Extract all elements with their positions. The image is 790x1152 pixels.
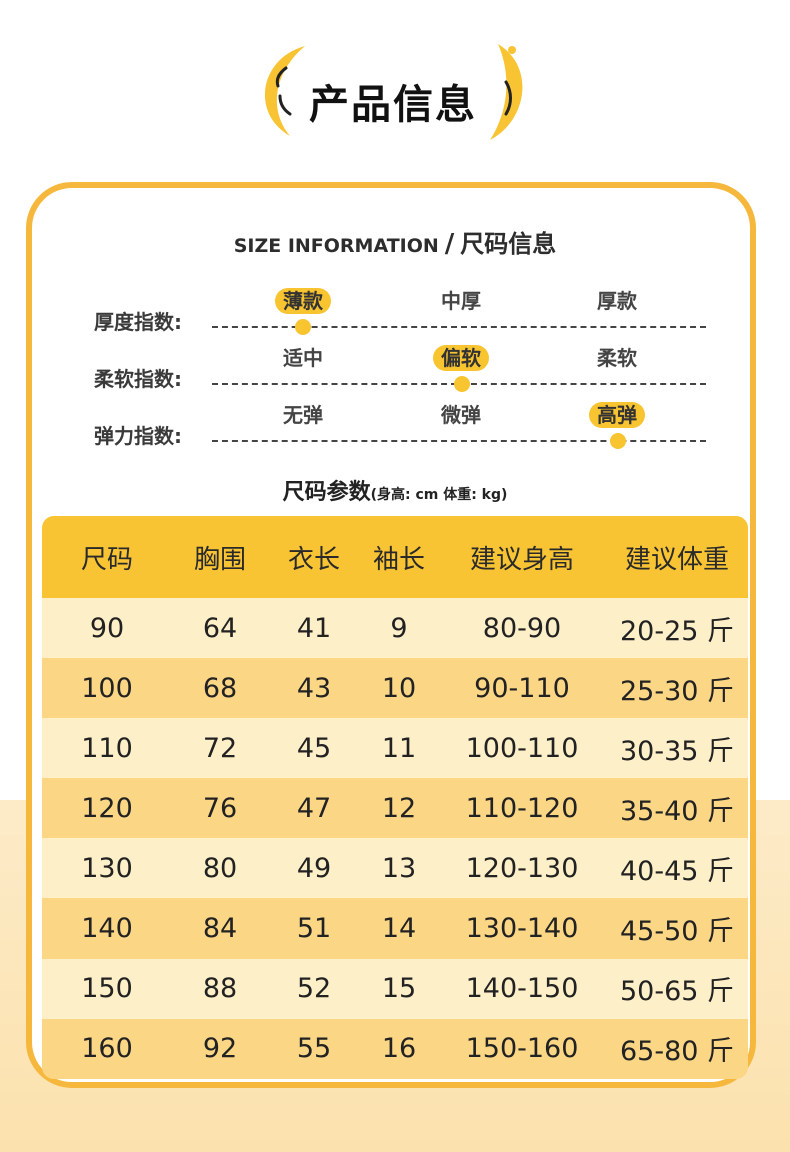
table-row: 90 64 41 9 80-90 20-25 斤 <box>42 598 748 659</box>
index-dashed-line <box>212 326 706 328</box>
table-cell: 47 <box>296 792 332 824</box>
table-cell: 45 <box>296 732 332 764</box>
table-cell: 80 <box>202 852 238 884</box>
table-cell: 90-110 <box>474 672 570 704</box>
table-row: 120 76 47 12 110-120 35-40 斤 <box>42 778 748 839</box>
table-cell: 100 <box>81 672 133 704</box>
table-cell: 64 <box>202 612 238 644</box>
title-badge: 产品信息 <box>250 38 530 148</box>
index-label: 柔软指数: <box>94 367 182 391</box>
table-row: 160 92 55 16 150-160 65-80 斤 <box>42 1018 748 1079</box>
table-cell: 49 <box>296 852 332 884</box>
table-cell: 100-110 <box>465 732 579 764</box>
table-cell: 40-45 斤 <box>619 855 735 887</box>
table-header-cell: 建议身高 <box>469 544 574 575</box>
table-cell: 16 <box>381 1033 417 1065</box>
table-body: 90 64 41 9 80-90 20-25 斤 100 68 43 10 90-110 25-30 … <box>42 598 748 1079</box>
moon-decoration-icon <box>264 44 523 140</box>
table-header-cell: 尺码 <box>80 544 133 575</box>
table-cell: 90 <box>89 612 125 644</box>
table-cell: 9 <box>390 612 408 644</box>
size-parameters-heading: 尺码参数(身高: cm 体重: kg) <box>0 474 790 506</box>
table-cell: 140 <box>81 913 133 945</box>
index-option: 柔软 <box>597 346 637 370</box>
table-cell: 11 <box>381 732 417 764</box>
elasticity-index-row: 弹力指数: 无弹 微弹 高弹 <box>0 400 790 460</box>
table-cell: 25-30 斤 <box>619 675 735 707</box>
softness-index-row: 柔软指数: 适中 偏软 柔软 <box>0 343 790 403</box>
table-cell: 30-35 斤 <box>619 735 735 767</box>
table-cell: 88 <box>202 973 238 1005</box>
index-marker-dot <box>295 319 311 335</box>
table-cell: 52 <box>296 973 332 1005</box>
params-title: 尺码参数 <box>282 480 371 505</box>
table-cell: 13 <box>381 852 417 884</box>
table-cell: 120 <box>81 792 133 824</box>
table-cell: 50-65 斤 <box>619 976 735 1008</box>
table-cell: 35-40 斤 <box>619 795 735 827</box>
table-cell: 120-130 <box>465 852 579 884</box>
table-cell: 110-120 <box>465 792 579 824</box>
index-option: 中厚 <box>441 289 481 313</box>
index-label: 厚度指数: <box>94 310 182 334</box>
index-label: 弹力指数: <box>94 424 182 448</box>
table-cell: 20-25 斤 <box>619 615 735 647</box>
index-marker-dot <box>610 433 626 449</box>
table-cell: 41 <box>296 612 332 644</box>
table-cell: 51 <box>296 913 332 945</box>
table-cell: 92 <box>202 1033 238 1065</box>
table-cell: 84 <box>202 913 238 945</box>
table-row: 150 88 52 15 140-150 50-65 斤 <box>42 958 748 1019</box>
index-option: 薄款 <box>248 286 358 316</box>
index-dashed-line <box>212 440 706 442</box>
table-cell: 45-50 斤 <box>619 916 735 948</box>
size-heading-separator: / <box>444 229 455 259</box>
table-cell: 72 <box>202 732 238 764</box>
table-cell: 68 <box>202 672 238 704</box>
params-unit: (身高: cm 体重: kg) <box>370 487 508 503</box>
table-cell: 130 <box>81 852 133 884</box>
table-header-row: 尺码 胸围 衣长 袖长 建议身高 建议体重 <box>42 516 748 598</box>
index-option: 微弹 <box>441 403 481 427</box>
table-row: 130 80 49 13 120-130 40-45 斤 <box>42 838 748 899</box>
table-cell: 160 <box>81 1033 133 1065</box>
index-marker-dot <box>454 376 470 392</box>
thickness-index-row: 厚度指数: 薄款 中厚 厚款 <box>0 286 790 346</box>
size-heading-chinese: 尺码信息 <box>460 230 557 258</box>
table-cell: 14 <box>381 913 417 945</box>
size-table: 尺码 胸围 衣长 袖长 建议身高 建议体重 90 64 41 9 80-90 20-25 … <box>42 516 748 1079</box>
table-cell: 15 <box>381 973 417 1005</box>
table-cell: 12 <box>381 792 417 824</box>
table-row: 110 72 45 11 100-110 30-35 斤 <box>42 718 748 779</box>
table-cell: 140-150 <box>465 973 579 1005</box>
table-row: 140 84 51 14 130-140 45-50 斤 <box>42 898 748 959</box>
page-title: 产品信息 <box>309 81 477 128</box>
index-option: 适中 <box>283 346 323 370</box>
table-cell: 150 <box>81 973 133 1005</box>
size-heading-english: SIZE INFORMATION <box>233 235 439 257</box>
table-row: 100 68 43 10 90-110 25-30 斤 <box>42 658 748 719</box>
table-header-cell: 袖长 <box>372 544 425 575</box>
table-cell: 150-160 <box>465 1033 579 1065</box>
index-option: 偏软 <box>406 343 516 373</box>
table-cell: 55 <box>296 1033 332 1065</box>
table-cell: 80-90 <box>482 612 562 644</box>
table-cell: 65-80 斤 <box>619 1036 735 1068</box>
table-cell: 110 <box>81 732 133 764</box>
table-cell: 10 <box>381 672 417 704</box>
table-cell: 43 <box>296 672 332 704</box>
index-option: 无弹 <box>283 403 323 427</box>
table-header-cell: 建议体重 <box>624 544 729 575</box>
table-cell: 130-140 <box>465 913 579 945</box>
size-information-heading: SIZE INFORMATION / 尺码信息 <box>0 224 790 259</box>
table-header-cell: 胸围 <box>193 544 246 575</box>
table-cell: 76 <box>202 792 238 824</box>
index-option: 高弹 <box>562 400 672 430</box>
table-header-cell: 衣长 <box>287 544 340 575</box>
index-option: 厚款 <box>597 289 637 313</box>
